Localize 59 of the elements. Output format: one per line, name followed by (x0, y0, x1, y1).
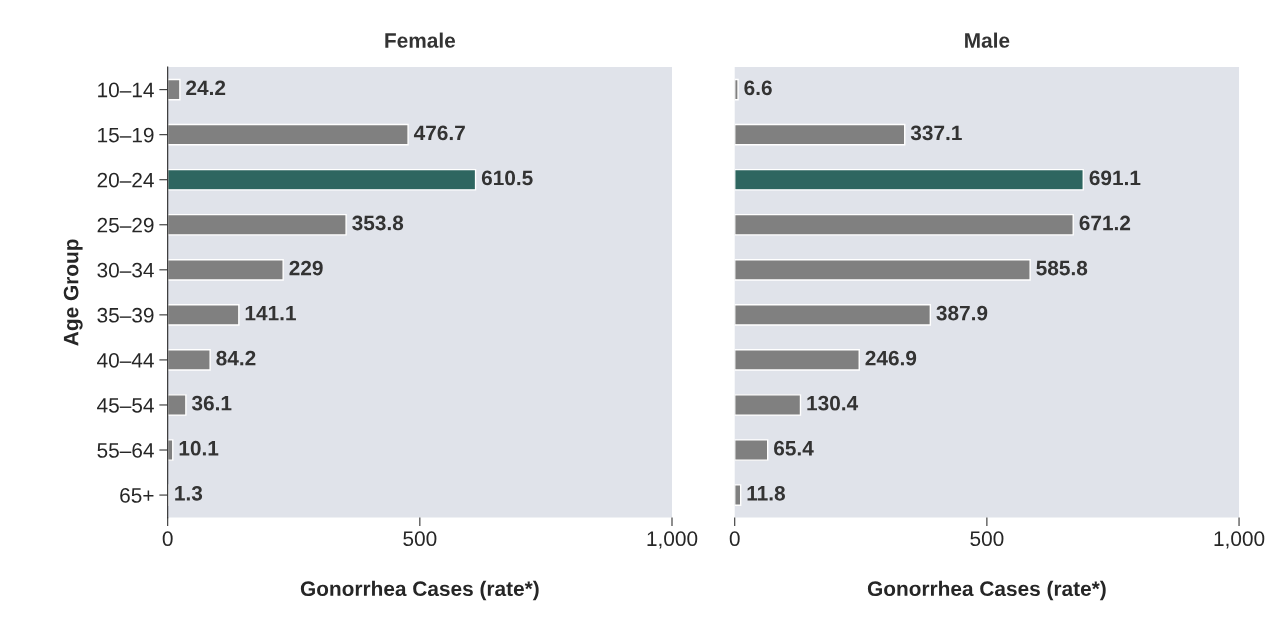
data-label: 671.2 (1079, 215, 1131, 231)
x-tick-label: 0 (729, 531, 740, 547)
bar (167, 213, 347, 236)
bar (167, 168, 477, 191)
y-tick-label: 35–39 (97, 307, 154, 323)
x-tick-label: 500 (403, 531, 437, 547)
y-tick-label: 15–19 (98, 127, 154, 143)
data-label: 141.1 (245, 305, 296, 321)
data-label: 387.9 (936, 305, 988, 321)
x-axis-title: Gonorrhea Cases (rate*) (867, 580, 1106, 601)
bar (167, 123, 409, 146)
chart-title: Male (965, 32, 1010, 48)
y-tick-label: 30–34 (97, 262, 154, 278)
data-label: 585.8 (1036, 260, 1088, 276)
bar (734, 439, 769, 461)
bar (734, 394, 802, 416)
bar (167, 394, 187, 416)
x-tick-label: 0 (162, 531, 173, 547)
bar (734, 168, 1084, 191)
bar (734, 123, 906, 146)
data-label: 24.2 (186, 80, 226, 96)
bar (734, 258, 1031, 281)
data-label: 84.2 (216, 350, 256, 366)
y-tick-label: 25–29 (97, 217, 154, 233)
y-tick-label: 10–14 (98, 82, 154, 98)
x-axis-title: Gonorrhea Cases (rate*) (300, 580, 539, 601)
y-tick-label: 65+ (120, 488, 154, 503)
data-label: 691.1 (1089, 170, 1141, 186)
data-label: 6.6 (744, 80, 772, 96)
y-axis-title: Age Group (63, 239, 83, 346)
chart-title: Female (385, 32, 456, 48)
x-tick-label: 1,000 (647, 531, 698, 549)
x-tick-label: 1,000 (1214, 531, 1265, 549)
bar (734, 304, 932, 326)
data-label: 10.1 (179, 440, 219, 456)
y-tick-label: 40–44 (97, 352, 154, 368)
data-label: 65.4 (774, 440, 814, 456)
bar (167, 258, 284, 281)
bar (167, 349, 211, 371)
y-tick-label: 45–54 (97, 398, 154, 413)
bar (734, 78, 739, 101)
data-label: 337.1 (910, 125, 962, 141)
y-tick-label: 55–64 (97, 443, 154, 458)
bar (734, 484, 742, 506)
x-tick-label: 500 (970, 531, 1004, 547)
y-tick-label: 20–24 (97, 172, 154, 188)
data-label: 1.3 (175, 485, 203, 501)
data-label: 610.5 (481, 170, 533, 186)
data-label: 130.4 (807, 395, 859, 411)
data-label: 36.1 (191, 395, 232, 411)
bar (167, 304, 240, 326)
data-label: 229 (289, 260, 323, 276)
data-label: 11.8 (747, 485, 785, 501)
data-label: 246.9 (865, 350, 917, 366)
data-label: 476.7 (413, 125, 465, 141)
data-label: 353.8 (352, 215, 404, 231)
bar (167, 78, 181, 101)
bar (734, 349, 860, 371)
bar (734, 213, 1074, 236)
